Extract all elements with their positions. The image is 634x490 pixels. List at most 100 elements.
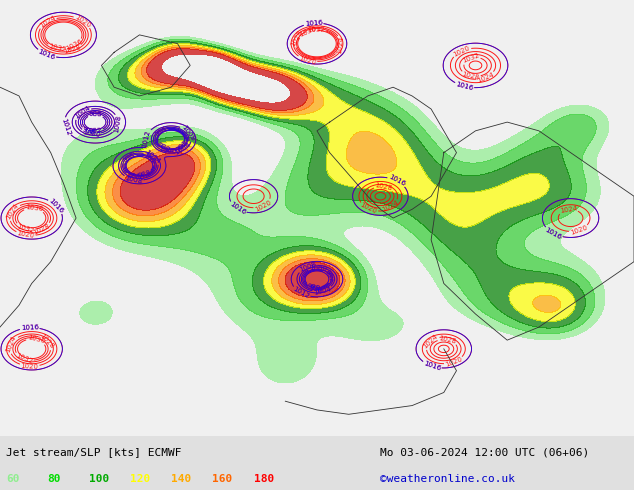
Text: 988: 988 [89, 112, 102, 118]
Text: 1000: 1000 [126, 172, 145, 181]
Text: 1012: 1012 [141, 129, 152, 148]
Text: 1020: 1020 [444, 356, 463, 368]
Text: 988: 988 [89, 112, 102, 118]
Text: 1000: 1000 [82, 129, 101, 138]
Text: 1020: 1020 [298, 55, 317, 66]
Text: 1016: 1016 [422, 360, 441, 372]
Text: 1020: 1020 [254, 199, 273, 213]
Text: 1012: 1012 [60, 118, 71, 136]
Text: 1020: 1020 [20, 363, 39, 369]
Text: 1028: 1028 [438, 335, 456, 344]
Text: 1012: 1012 [292, 286, 311, 300]
Text: 1016: 1016 [544, 226, 563, 241]
Text: 1032: 1032 [15, 353, 34, 365]
Text: 1036: 1036 [25, 204, 43, 213]
Text: 1016: 1016 [455, 81, 474, 92]
Text: 988: 988 [307, 283, 321, 292]
Text: 1000: 1000 [126, 172, 145, 181]
Text: 1016: 1016 [37, 48, 56, 61]
Text: ©weatheronline.co.uk: ©weatheronline.co.uk [380, 474, 515, 484]
Text: 996: 996 [308, 284, 323, 294]
Text: 180: 180 [254, 474, 274, 484]
Text: 1004: 1004 [144, 149, 162, 165]
Text: 1032: 1032 [307, 26, 325, 33]
Text: 1008: 1008 [181, 123, 196, 142]
Text: 1004: 1004 [313, 286, 332, 295]
Text: 1016: 1016 [20, 324, 39, 331]
Text: 1020: 1020 [569, 224, 588, 236]
Text: 1016: 1016 [387, 174, 406, 188]
Text: Jet stream/SLP [kts] ECMWF: Jet stream/SLP [kts] ECMWF [6, 447, 182, 457]
Text: 1008: 1008 [124, 174, 143, 184]
Text: 1004: 1004 [73, 105, 91, 120]
Text: 80: 80 [48, 474, 61, 484]
Text: 996: 996 [154, 125, 169, 138]
Text: Mo 03-06-2024 12:00 UTC (06+06): Mo 03-06-2024 12:00 UTC (06+06) [380, 447, 590, 457]
Text: 988: 988 [307, 283, 321, 292]
Text: 1024: 1024 [38, 15, 56, 29]
Text: 1020: 1020 [74, 13, 92, 28]
Text: 988: 988 [156, 141, 171, 153]
Text: 1008: 1008 [113, 115, 122, 133]
Text: 996: 996 [82, 126, 96, 136]
Text: 992: 992 [323, 269, 335, 283]
Text: 1024: 1024 [476, 71, 495, 84]
Text: 1016: 1016 [37, 48, 56, 61]
Text: 1016: 1016 [48, 197, 65, 214]
Text: 1028: 1028 [32, 222, 51, 236]
Text: 992: 992 [323, 269, 335, 283]
Text: 1020: 1020 [359, 202, 378, 215]
Text: 992: 992 [143, 152, 157, 166]
Text: 1016: 1016 [20, 324, 39, 331]
Text: 992: 992 [175, 139, 189, 152]
Text: 1004: 1004 [313, 286, 332, 295]
Text: 60: 60 [6, 474, 20, 484]
Text: 1004: 1004 [73, 105, 91, 120]
Text: 1028: 1028 [63, 44, 82, 54]
Text: 1012: 1012 [292, 286, 311, 300]
Text: 996: 996 [122, 151, 137, 164]
Text: 988: 988 [156, 141, 171, 153]
Text: 140: 140 [171, 474, 191, 484]
Text: 120: 120 [130, 474, 150, 484]
Text: 1028: 1028 [290, 28, 304, 47]
Text: 1000: 1000 [158, 146, 177, 155]
Text: 1004: 1004 [174, 141, 192, 156]
Text: 1016: 1016 [422, 360, 441, 372]
Text: 1024: 1024 [5, 202, 20, 220]
Text: 1008: 1008 [124, 174, 143, 184]
Text: 100: 100 [89, 474, 109, 484]
Text: 1016: 1016 [544, 226, 563, 241]
Text: 1000: 1000 [158, 146, 177, 155]
Text: 1016: 1016 [228, 201, 247, 216]
Text: 1032: 1032 [462, 52, 480, 64]
Text: 1012: 1012 [60, 118, 71, 136]
Text: 988: 988 [137, 170, 152, 179]
Text: 1000: 1000 [309, 265, 327, 272]
Text: 996: 996 [154, 125, 169, 138]
Text: 1016: 1016 [455, 81, 474, 92]
Text: 1008: 1008 [298, 261, 317, 273]
Text: 1012: 1012 [141, 129, 152, 148]
Text: 1028: 1028 [462, 71, 481, 81]
Text: 1000: 1000 [82, 129, 101, 138]
Text: 1016: 1016 [48, 197, 65, 214]
Text: 1020: 1020 [452, 45, 471, 58]
Text: 1024: 1024 [5, 335, 17, 354]
Text: 1024: 1024 [422, 333, 439, 349]
Text: 992: 992 [175, 139, 189, 152]
Text: 1008: 1008 [113, 115, 122, 133]
Text: 1008: 1008 [181, 123, 196, 142]
Text: 1016: 1016 [304, 20, 323, 27]
Text: 1024: 1024 [337, 36, 345, 54]
Text: 1028: 1028 [39, 333, 55, 350]
Text: 1024: 1024 [381, 199, 399, 213]
Text: 1016: 1016 [228, 201, 247, 216]
Text: 996: 996 [82, 126, 96, 136]
Text: 1020: 1020 [16, 230, 35, 239]
Text: 1032: 1032 [48, 43, 67, 53]
Text: 992: 992 [89, 128, 102, 134]
Text: 1016: 1016 [304, 20, 323, 27]
Text: 1036: 1036 [298, 26, 317, 38]
Text: 1000: 1000 [309, 265, 327, 272]
